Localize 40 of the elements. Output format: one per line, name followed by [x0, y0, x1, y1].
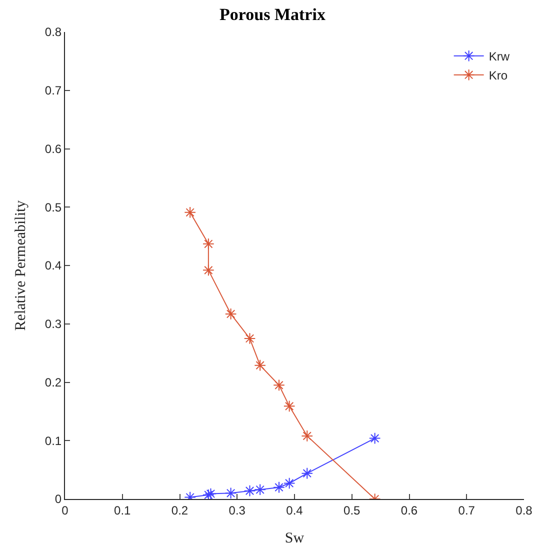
legend-label: Krw — [488, 50, 510, 64]
point — [283, 400, 296, 412]
point — [301, 430, 314, 442]
x-tick-label: 0.5 — [344, 503, 361, 518]
point — [244, 484, 256, 497]
y-tick-label: 0.7 — [44, 84, 62, 98]
point — [301, 467, 314, 480]
point — [254, 484, 266, 496]
point — [244, 332, 256, 344]
y-axis-title: Relative Permeability — [13, 200, 30, 331]
point — [224, 487, 237, 499]
x-tick-label: 0.3 — [228, 503, 246, 518]
point — [273, 481, 285, 494]
y-tick-label: 0.2 — [44, 375, 62, 390]
legend-label: Kro — [488, 68, 508, 83]
y-tick-label: 0.6 — [44, 142, 62, 156]
y-tick-label: 0.8 — [44, 25, 62, 40]
x-axis-title: Sw — [284, 530, 304, 546]
x-tick-label: 0.1 — [114, 503, 132, 518]
point — [273, 379, 285, 392]
point — [202, 238, 214, 250]
point — [184, 206, 196, 218]
y-tick-label: 0.1 — [44, 434, 62, 448]
x-tick-label: 0.2 — [171, 503, 188, 518]
x-tick-label: 0.4 — [286, 503, 304, 518]
point — [224, 308, 237, 320]
x-tick-label: 0.6 — [400, 503, 418, 518]
point — [368, 432, 381, 444]
x-tick-label: 0.7 — [458, 503, 476, 518]
chart-title: Porous Matrix — [220, 5, 326, 24]
y-tick-label: 0.4 — [44, 258, 62, 273]
point — [283, 477, 296, 490]
point — [204, 488, 217, 499]
y-tick-label: 0 — [54, 492, 62, 506]
point — [202, 264, 214, 276]
y-tick-label: 0.5 — [44, 200, 62, 214]
point — [254, 359, 266, 372]
y-tick-label: 0.3 — [44, 317, 62, 332]
x-tick-label: 0.8 — [516, 503, 533, 518]
point — [202, 489, 214, 499]
